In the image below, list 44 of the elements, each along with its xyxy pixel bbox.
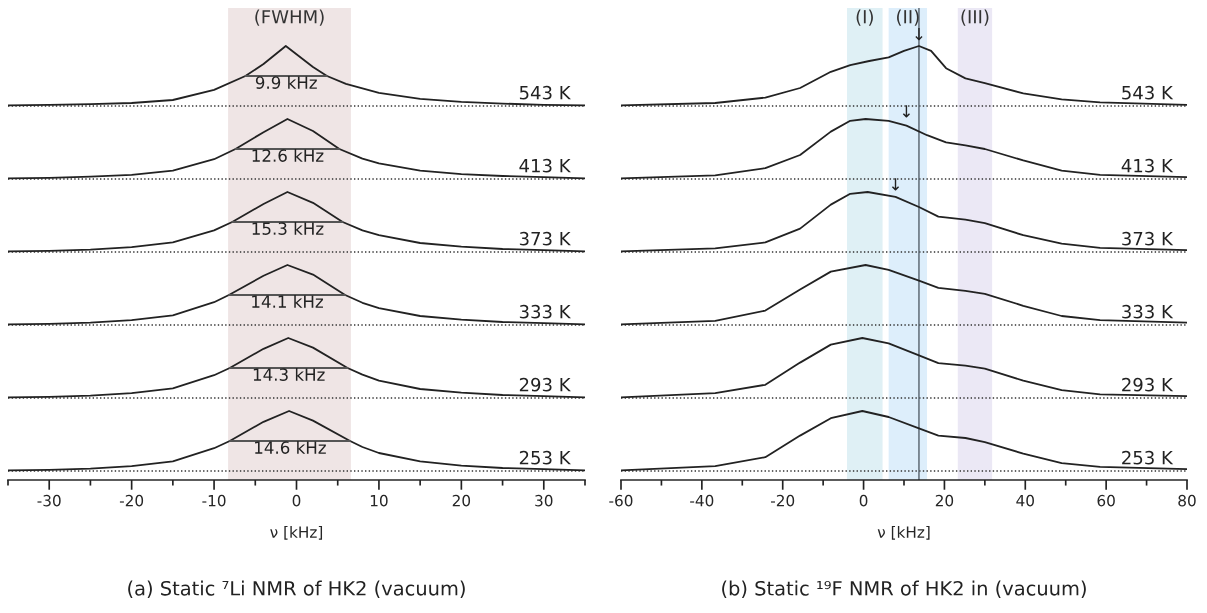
text: (b) Static ¹⁹F NMR of HK2 in (vacuum) [722,580,1086,598]
annotation: 12.6 kHz [252,149,324,162]
band-label: (FWHM) [255,9,324,26]
text: (a) Static ⁷Li NMR of HK2 (vacuum) [128,580,465,598]
x-tick-label: -40 [690,494,714,507]
x-axis-title: ν [kHz] [270,526,323,540]
annotation: ↓ [915,27,923,41]
x-tick-label: -10 [202,494,226,507]
x-axis-title: ν [kHz] [877,526,930,540]
annotation: 14.6 kHz [255,441,326,454]
series-label: 543 K [1122,85,1174,100]
x-tick-label: 20 [452,494,471,507]
series-label: 293 K [519,377,571,392]
annotation: 14.1 kHz [252,295,323,308]
series-label: 333 K [519,304,571,319]
x-tick-label: 30 [535,494,553,507]
annotation: 14.3 kHz [253,368,325,381]
series-label: 373 K [1122,231,1174,246]
x-tick-label: -20 [770,494,795,507]
annotation: ↓ [891,178,900,191]
band-label: (II) [897,9,919,26]
x-tick-label: -30 [37,494,61,507]
annotation: 9.9 kHz [255,76,317,89]
series-label: 543 K [519,85,571,100]
series-label: 253 K [1122,450,1174,465]
x-tick-label: -60 [609,494,633,507]
series-label: 293 K [1122,377,1174,392]
annotation: 15.3 kHz [252,222,324,235]
x-tick-label: 20 [935,494,954,507]
x-tick-label: -20 [119,494,144,507]
x-tick-label: 10 [370,494,388,507]
x-tick-label: 0 [292,494,301,507]
series-label: 253 K [519,450,571,465]
series-label: 333 K [1122,304,1174,319]
series-label: 373 K [519,231,571,246]
band-label: (III) [961,9,989,26]
band-label: (I) [856,9,873,26]
x-tick-label: 40 [1016,494,1034,507]
series-label: 413 K [519,158,571,173]
series-label: 413 K [1121,158,1174,173]
x-tick-label: 0 [859,494,868,507]
x-tick-label: 80 [1178,494,1196,507]
x-tick-label: 60 [1097,494,1115,507]
annotation: ↓ [902,105,910,118]
